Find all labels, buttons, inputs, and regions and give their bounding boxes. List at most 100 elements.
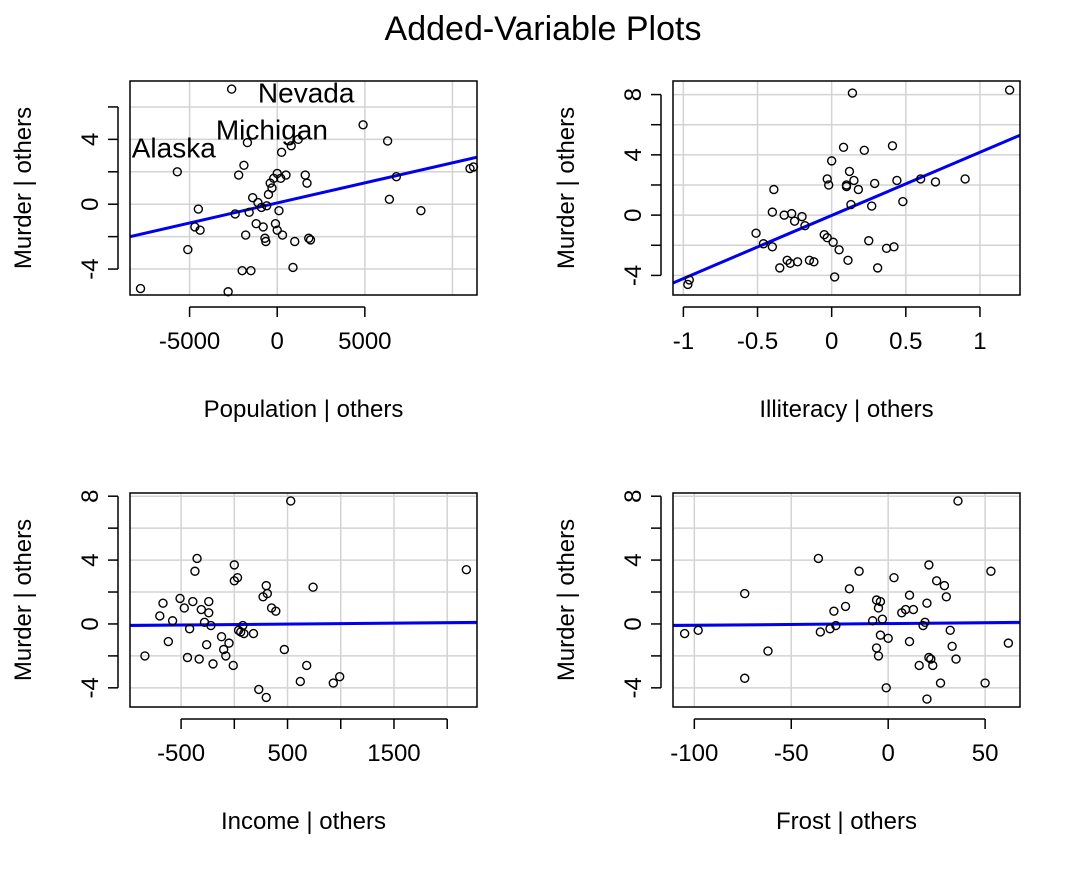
data-point bbox=[184, 624, 195, 634]
data-point bbox=[915, 174, 926, 184]
data-point bbox=[240, 230, 251, 240]
data-point bbox=[229, 560, 240, 570]
y-tick-label: -4 bbox=[620, 677, 647, 698]
data-point bbox=[931, 576, 942, 586]
data-point bbox=[922, 694, 932, 704]
data-point bbox=[819, 230, 829, 240]
data-point bbox=[804, 255, 815, 266]
data-point bbox=[232, 572, 243, 583]
data-point bbox=[334, 671, 345, 682]
data-point bbox=[847, 88, 858, 98]
data-point bbox=[822, 233, 832, 243]
data-point bbox=[228, 660, 238, 671]
data-point bbox=[204, 608, 214, 618]
data-point bbox=[881, 683, 891, 693]
data-point bbox=[271, 606, 281, 616]
x-tick-label: 0 bbox=[881, 740, 894, 767]
data-point bbox=[230, 209, 240, 219]
data-point bbox=[158, 598, 168, 608]
panel-2: -1 -0.5 0 0.5 1 -4 0 4 8 Illiteracy | others Murde… bbox=[553, 80, 1021, 423]
data-point bbox=[980, 678, 990, 688]
data-point bbox=[941, 592, 952, 602]
fit-line bbox=[130, 620, 477, 628]
data-point bbox=[873, 603, 884, 613]
data-point bbox=[935, 678, 946, 688]
data-point bbox=[951, 654, 961, 664]
data-point bbox=[763, 646, 773, 656]
data-point bbox=[767, 242, 778, 252]
data-point bbox=[904, 590, 915, 600]
plot-frame bbox=[129, 80, 478, 296]
x-axis-label: Frost | others bbox=[776, 808, 917, 835]
data-point bbox=[853, 184, 864, 195]
data-point bbox=[867, 201, 877, 211]
y-tick-label: 8 bbox=[77, 490, 104, 503]
data-point bbox=[846, 199, 856, 210]
data-point bbox=[279, 644, 290, 655]
data-point bbox=[305, 235, 316, 245]
data-point bbox=[286, 496, 296, 506]
data-point bbox=[758, 239, 769, 249]
data-point bbox=[277, 230, 288, 240]
y-tick-label: 8 bbox=[620, 88, 647, 101]
data-point bbox=[769, 184, 779, 195]
data-point bbox=[308, 582, 318, 592]
data-point bbox=[829, 272, 840, 282]
data-point bbox=[226, 84, 237, 94]
data-point bbox=[1004, 85, 1015, 95]
data-point bbox=[792, 257, 803, 267]
y-tick-label: 4 bbox=[77, 133, 104, 146]
panel-3: -500 500 1500 -4 0 4 8 Income | others Murder | … bbox=[10, 490, 478, 835]
point-label: Michigan bbox=[216, 115, 328, 146]
data-point bbox=[767, 207, 778, 217]
data-point bbox=[193, 204, 204, 214]
data-point bbox=[877, 614, 888, 624]
data-point bbox=[167, 616, 178, 626]
data-point bbox=[789, 216, 800, 226]
y-tick-label: 0 bbox=[77, 617, 104, 630]
x-tick-label: -50 bbox=[774, 740, 809, 767]
data-point bbox=[192, 553, 202, 564]
data-point bbox=[290, 236, 300, 247]
x-tick-label: 5000 bbox=[338, 328, 391, 355]
data-point bbox=[922, 598, 932, 608]
data-point bbox=[270, 218, 281, 229]
data-point bbox=[875, 630, 886, 640]
data-point bbox=[239, 160, 249, 171]
point-label: Nevada bbox=[258, 77, 355, 108]
data-point bbox=[800, 220, 810, 231]
data-point bbox=[244, 207, 254, 218]
data-point bbox=[175, 593, 185, 604]
figure-title: Added-Variable Plots bbox=[385, 10, 702, 48]
data-point bbox=[295, 676, 306, 687]
fit-line bbox=[130, 155, 477, 239]
data-point bbox=[947, 641, 957, 652]
data-point bbox=[883, 633, 893, 644]
data-point bbox=[908, 604, 919, 615]
data-point bbox=[239, 628, 249, 639]
data-point bbox=[822, 174, 832, 184]
x-tick-label: -100 bbox=[670, 740, 718, 767]
data-point bbox=[841, 181, 852, 192]
data-point bbox=[242, 137, 253, 148]
data-point bbox=[751, 228, 761, 238]
x-tick-label: -1 bbox=[673, 328, 694, 355]
data-point bbox=[218, 644, 229, 655]
panel-4: -100 -50 0 50 -4 0 4 8 Frost | others Murder | ot… bbox=[553, 490, 1021, 835]
y-axis-label: Murder | others bbox=[10, 107, 37, 269]
y-tick-label: -4 bbox=[77, 258, 104, 279]
data-point bbox=[261, 201, 272, 211]
x-axis-label: Population | others bbox=[204, 396, 404, 423]
data-point bbox=[740, 673, 750, 683]
data-point bbox=[926, 654, 936, 664]
y-tick-label: 4 bbox=[77, 553, 104, 566]
x-tick-label: 1 bbox=[973, 328, 986, 355]
data-point bbox=[898, 196, 908, 207]
data-point bbox=[914, 660, 924, 671]
data-point bbox=[809, 257, 819, 267]
data-point bbox=[248, 628, 259, 639]
data-point bbox=[683, 279, 693, 290]
data-point bbox=[945, 625, 955, 636]
data-point bbox=[904, 636, 915, 647]
